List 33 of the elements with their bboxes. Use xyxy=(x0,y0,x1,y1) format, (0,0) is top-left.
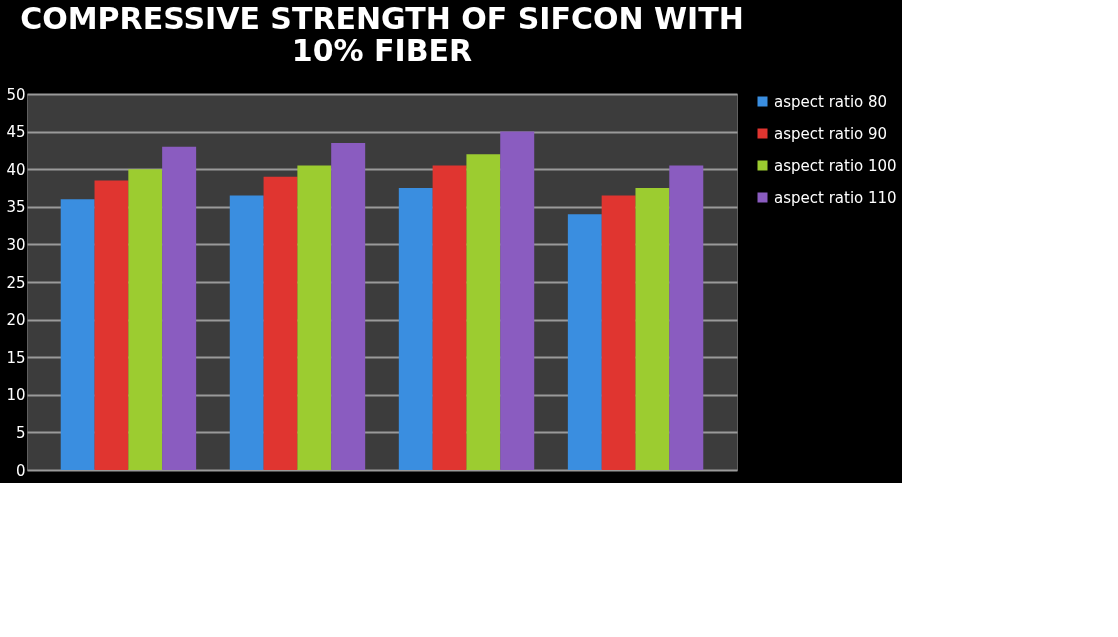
bar xyxy=(162,146,197,470)
bar xyxy=(128,169,163,470)
bar xyxy=(94,180,129,470)
bar xyxy=(500,131,535,470)
legend-label: aspect ratio 100 xyxy=(774,156,897,175)
bar xyxy=(331,142,366,470)
y-tick-label: 15 xyxy=(6,348,26,367)
legend-label: aspect ratio 90 xyxy=(774,124,888,143)
y-tick-label: 50 xyxy=(6,85,26,104)
y-tick-label: 35 xyxy=(6,198,26,217)
y-tick-label: 5 xyxy=(15,423,26,442)
y-tick-label: 10 xyxy=(6,386,26,405)
text: COMPRESSIVE STRENGTH OF SIFCON WITH xyxy=(20,1,744,36)
y-tick-label: 40 xyxy=(6,160,26,179)
y-tick-label: 25 xyxy=(6,273,26,292)
bar xyxy=(229,195,264,470)
legend-label: aspect ratio 110 xyxy=(774,188,897,207)
bar xyxy=(567,214,602,470)
y-tick-label: 0 xyxy=(15,461,26,480)
bar xyxy=(635,188,670,470)
legend-label: aspect ratio 80 xyxy=(774,92,888,111)
bar xyxy=(263,176,298,470)
y-tick-label: 30 xyxy=(6,235,26,254)
bar xyxy=(60,199,95,470)
bar xyxy=(669,165,704,470)
y-tick-label: 20 xyxy=(6,311,26,330)
bar xyxy=(297,165,332,470)
y-tick-label: 45 xyxy=(6,123,26,142)
bar xyxy=(466,154,501,470)
text: 10% FIBER xyxy=(291,33,473,68)
bar xyxy=(398,188,433,470)
bar xyxy=(601,195,636,470)
bar xyxy=(432,165,467,470)
